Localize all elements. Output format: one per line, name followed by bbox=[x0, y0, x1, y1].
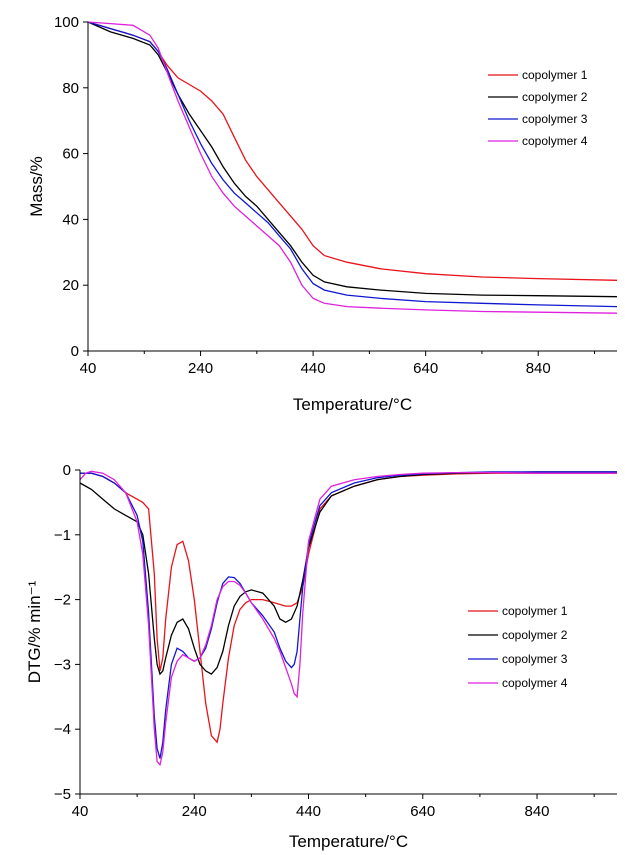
dtg-x-tick-label: 40 bbox=[72, 803, 89, 820]
dtg-y-tick-label: −2 bbox=[54, 592, 71, 609]
mass-legend-label-2: copolymer 2 bbox=[522, 90, 588, 104]
dtg-series-line-3 bbox=[80, 471, 617, 759]
mass-y-tick-label: 100 bbox=[54, 14, 79, 31]
dtg-y-tick-label: −3 bbox=[54, 656, 71, 673]
mass-series-line-2 bbox=[87, 21, 618, 298]
mass-y-tick-label: 60 bbox=[62, 146, 79, 163]
dtg-y-tick-label: −4 bbox=[54, 721, 71, 738]
dtg-axes: 40 240 440 640 840 0 −1 −2 −3 −4 −5 bbox=[54, 462, 617, 820]
dtg-x-axis-label: Temperature/°C bbox=[289, 832, 408, 851]
mass-series-line-4 bbox=[87, 21, 618, 314]
mass-series-line-3 bbox=[87, 21, 618, 308]
dtg-x-tick-label: 640 bbox=[410, 803, 435, 820]
mass-x-tick-label: 440 bbox=[301, 360, 326, 377]
mass-y-tick-label: 40 bbox=[62, 211, 79, 228]
mass-x-axis-label: Temperature/°C bbox=[293, 395, 412, 414]
mass-legend-label-4: copolymer 4 bbox=[522, 134, 588, 148]
dtg-legend-label-1: copolymer 1 bbox=[502, 604, 568, 618]
dtg-legend: copolymer 1 copolymer 2 copolymer 3 copolym… bbox=[468, 604, 568, 690]
mass-x-tick-label: 240 bbox=[188, 360, 213, 377]
mass-plot-area bbox=[87, 21, 618, 314]
dtg-legend-label-2: copolymer 2 bbox=[502, 628, 568, 642]
mass-loss-chart: 40 240 440 640 840 0 20 40 60 80 100 Temperature/°… bbox=[27, 14, 618, 414]
mass-x-tick-label: 40 bbox=[80, 360, 97, 377]
mass-x-tick-label: 840 bbox=[526, 360, 551, 377]
mass-legend-label-3: copolymer 3 bbox=[522, 112, 588, 126]
mass-x-tick-label: 640 bbox=[413, 360, 438, 377]
dtg-series-line-2 bbox=[79, 471, 617, 676]
dtg-y-tick-label: −1 bbox=[54, 527, 71, 544]
mass-y-axis-label: Mass/% bbox=[27, 156, 46, 216]
mass-legend: copolymer 1 copolymer 2 copolymer 3 copolym… bbox=[488, 68, 588, 148]
dtg-x-tick-label: 240 bbox=[182, 803, 207, 820]
dtg-chart: 40 240 440 640 840 0 −1 −2 −3 −4 −5 Temperature/°C… bbox=[25, 462, 617, 851]
dtg-x-tick-label: 440 bbox=[296, 803, 321, 820]
dtg-y-tick-label: −5 bbox=[54, 786, 71, 803]
dtg-series-line-4 bbox=[79, 470, 617, 767]
dtg-legend-label-3: copolymer 3 bbox=[502, 652, 568, 666]
mass-axes: 40 240 440 640 840 0 20 40 60 80 100 bbox=[54, 14, 617, 377]
dtg-x-tick-label: 840 bbox=[525, 803, 550, 820]
dtg-y-tick-label: 0 bbox=[63, 462, 71, 479]
dtg-legend-label-4: copolymer 4 bbox=[502, 676, 568, 690]
dtg-y-axis-label: DTG/% min⁻¹ bbox=[25, 580, 44, 683]
mass-y-tick-label: 80 bbox=[62, 80, 79, 97]
mass-series-line-1 bbox=[87, 21, 618, 281]
dtg-plot-area bbox=[79, 470, 617, 767]
mass-legend-label-1: copolymer 1 bbox=[522, 68, 588, 82]
mass-y-tick-label: 0 bbox=[71, 343, 79, 360]
mass-y-tick-label: 20 bbox=[62, 277, 79, 294]
